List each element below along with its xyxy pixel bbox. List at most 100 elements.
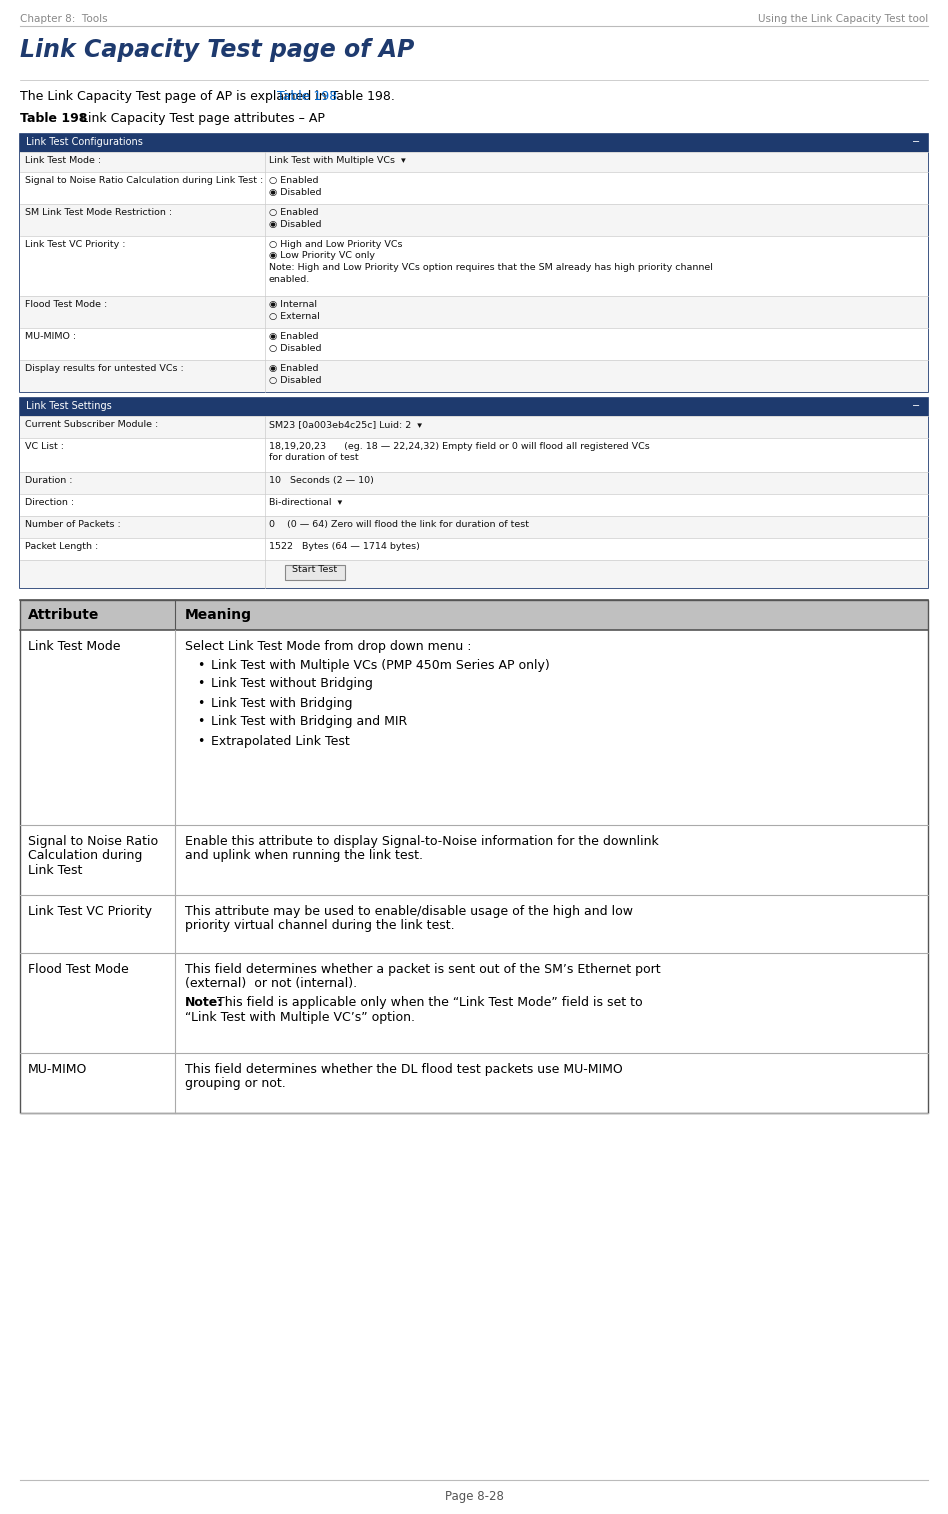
Bar xyxy=(20,329,928,360)
Text: Link Test with Multiple VCs (PMP 450m Series AP only): Link Test with Multiple VCs (PMP 450m Se… xyxy=(211,659,550,672)
Text: Extrapolated Link Test: Extrapolated Link Test xyxy=(211,734,350,748)
Text: This field is applicable only when the “Link Test Mode” field is set to: This field is applicable only when the “… xyxy=(213,996,643,1008)
Text: •: • xyxy=(197,677,205,690)
Text: 18,19,20,23      (eg. 18 — 22,24,32) Empty field or 0 will flood all registered : 18,19,20,23 (eg. 18 — 22,24,32) Empty fi… xyxy=(269,442,649,451)
Text: Flood Test Mode :: Flood Test Mode : xyxy=(25,300,107,309)
Text: Flood Test Mode: Flood Test Mode xyxy=(28,963,129,977)
Bar xyxy=(20,360,928,392)
Text: This attribute may be used to enable/disable usage of the high and low: This attribute may be used to enable/dis… xyxy=(185,905,633,917)
Bar xyxy=(20,135,928,392)
Text: VC List :: VC List : xyxy=(25,442,64,451)
Bar xyxy=(20,135,928,151)
Bar xyxy=(20,895,928,952)
Bar xyxy=(285,565,345,580)
Bar xyxy=(20,1054,928,1113)
Bar xyxy=(20,600,928,1113)
Bar xyxy=(20,204,928,236)
Text: The Link Capacity Test page of AP is explained in Table 198.: The Link Capacity Test page of AP is exp… xyxy=(20,89,395,103)
Bar xyxy=(20,952,928,1054)
Text: Link Test: Link Test xyxy=(28,864,82,877)
Text: Display results for untested VCs :: Display results for untested VCs : xyxy=(25,363,184,372)
Bar xyxy=(20,472,928,494)
Text: Link Test Configurations: Link Test Configurations xyxy=(26,136,143,147)
Text: −: − xyxy=(912,401,920,410)
Text: for duration of test: for duration of test xyxy=(269,454,358,462)
Text: priority virtual channel during the link test.: priority virtual channel during the link… xyxy=(185,919,455,933)
Text: Link Test with Bridging: Link Test with Bridging xyxy=(211,696,353,710)
Text: Page 8-28: Page 8-28 xyxy=(445,1490,503,1503)
Text: Attribute: Attribute xyxy=(28,609,100,622)
Text: MU-MIMO :: MU-MIMO : xyxy=(25,332,76,341)
Text: Signal to Noise Ratio: Signal to Noise Ratio xyxy=(28,836,158,848)
Text: 1522   Bytes (64 — 1714 bytes): 1522 Bytes (64 — 1714 bytes) xyxy=(269,542,420,551)
Text: Link Test Mode :: Link Test Mode : xyxy=(25,156,101,165)
Text: ◉ Enabled: ◉ Enabled xyxy=(269,363,319,372)
Bar xyxy=(20,537,928,560)
Text: Link Capacity Test page attributes – AP: Link Capacity Test page attributes – AP xyxy=(77,112,325,126)
Text: ◉ Low Priority VC only: ◉ Low Priority VC only xyxy=(269,251,375,260)
Text: Packet Length :: Packet Length : xyxy=(25,542,99,551)
Bar xyxy=(20,398,928,416)
Text: Link Test VC Priority :: Link Test VC Priority : xyxy=(25,241,125,248)
Text: Number of Packets :: Number of Packets : xyxy=(25,519,120,528)
Text: •: • xyxy=(197,716,205,728)
Text: Select Link Test Mode from drop down menu :: Select Link Test Mode from drop down men… xyxy=(185,640,471,653)
Text: This field determines whether a packet is sent out of the SM’s Ethernet port: This field determines whether a packet i… xyxy=(185,963,661,977)
Text: Table 198: Table 198 xyxy=(20,112,87,126)
Text: ◉ Internal: ◉ Internal xyxy=(269,300,317,309)
Text: Direction :: Direction : xyxy=(25,498,74,507)
Text: ◉ Enabled: ◉ Enabled xyxy=(269,332,319,341)
Text: SM Link Test Mode Restriction :: SM Link Test Mode Restriction : xyxy=(25,207,173,217)
Text: •: • xyxy=(197,659,205,672)
Text: “Link Test with Multiple VC’s” option.: “Link Test with Multiple VC’s” option. xyxy=(185,1010,415,1023)
Text: ○ High and Low Priority VCs: ○ High and Low Priority VCs xyxy=(269,241,403,248)
Text: This field determines whether the DL flood test packets use MU-MIMO: This field determines whether the DL flo… xyxy=(185,1063,623,1076)
Text: 10   Seconds (2 — 10): 10 Seconds (2 — 10) xyxy=(269,475,374,484)
Text: Note:: Note: xyxy=(185,996,223,1008)
Text: ◉ Disabled: ◉ Disabled xyxy=(269,220,321,229)
Text: ○ Disabled: ○ Disabled xyxy=(269,375,321,385)
Bar xyxy=(20,516,928,537)
Text: MU-MIMO: MU-MIMO xyxy=(28,1063,87,1076)
Bar xyxy=(20,416,928,438)
Text: Calculation during: Calculation during xyxy=(28,849,142,863)
Text: Link Test with Bridging and MIR: Link Test with Bridging and MIR xyxy=(211,716,408,728)
Text: SM23 [0a003eb4c25c] Luid: 2  ▾: SM23 [0a003eb4c25c] Luid: 2 ▾ xyxy=(269,419,422,428)
Text: Link Capacity Test page of AP: Link Capacity Test page of AP xyxy=(20,38,414,62)
Text: Note: High and Low Priority VCs option requires that the SM already has high pri: Note: High and Low Priority VCs option r… xyxy=(269,263,713,273)
Bar xyxy=(20,173,928,204)
Bar xyxy=(20,560,928,587)
Bar xyxy=(20,151,928,173)
Text: Link Test Mode: Link Test Mode xyxy=(28,640,120,653)
Text: −: − xyxy=(912,136,920,147)
Bar xyxy=(20,438,928,472)
Text: Signal to Noise Ratio Calculation during Link Test :: Signal to Noise Ratio Calculation during… xyxy=(25,176,264,185)
Bar xyxy=(20,630,928,825)
Bar xyxy=(20,297,928,329)
Text: •: • xyxy=(197,696,205,710)
Text: ○ External: ○ External xyxy=(269,312,319,321)
Text: Current Subscriber Module :: Current Subscriber Module : xyxy=(25,419,158,428)
Text: Table 198: Table 198 xyxy=(278,89,337,103)
Text: 0    (0 — 64) Zero will flood the link for duration of test: 0 (0 — 64) Zero will flood the link for … xyxy=(269,519,529,528)
Bar xyxy=(20,398,928,587)
Bar xyxy=(20,236,928,297)
Text: Using the Link Capacity Test tool: Using the Link Capacity Test tool xyxy=(757,14,928,24)
Text: grouping or not.: grouping or not. xyxy=(185,1078,285,1090)
Text: ○ Disabled: ○ Disabled xyxy=(269,344,321,353)
Text: enabled.: enabled. xyxy=(269,274,310,283)
Bar xyxy=(20,494,928,516)
Text: (external)  or not (internal).: (external) or not (internal). xyxy=(185,978,357,990)
Text: Start Test: Start Test xyxy=(292,565,337,574)
Text: Link Test Settings: Link Test Settings xyxy=(26,401,112,410)
Text: Meaning: Meaning xyxy=(185,609,252,622)
Text: Chapter 8:  Tools: Chapter 8: Tools xyxy=(20,14,108,24)
Text: ○ Enabled: ○ Enabled xyxy=(269,207,319,217)
Text: Link Test VC Priority: Link Test VC Priority xyxy=(28,905,152,917)
Text: ○ Enabled: ○ Enabled xyxy=(269,176,319,185)
Text: Duration :: Duration : xyxy=(25,475,72,484)
Text: Enable this attribute to display Signal-to-Noise information for the downlink: Enable this attribute to display Signal-… xyxy=(185,836,659,848)
Text: Link Test without Bridging: Link Test without Bridging xyxy=(211,677,373,690)
Bar xyxy=(20,825,928,895)
Text: Bi-directional  ▾: Bi-directional ▾ xyxy=(269,498,342,507)
